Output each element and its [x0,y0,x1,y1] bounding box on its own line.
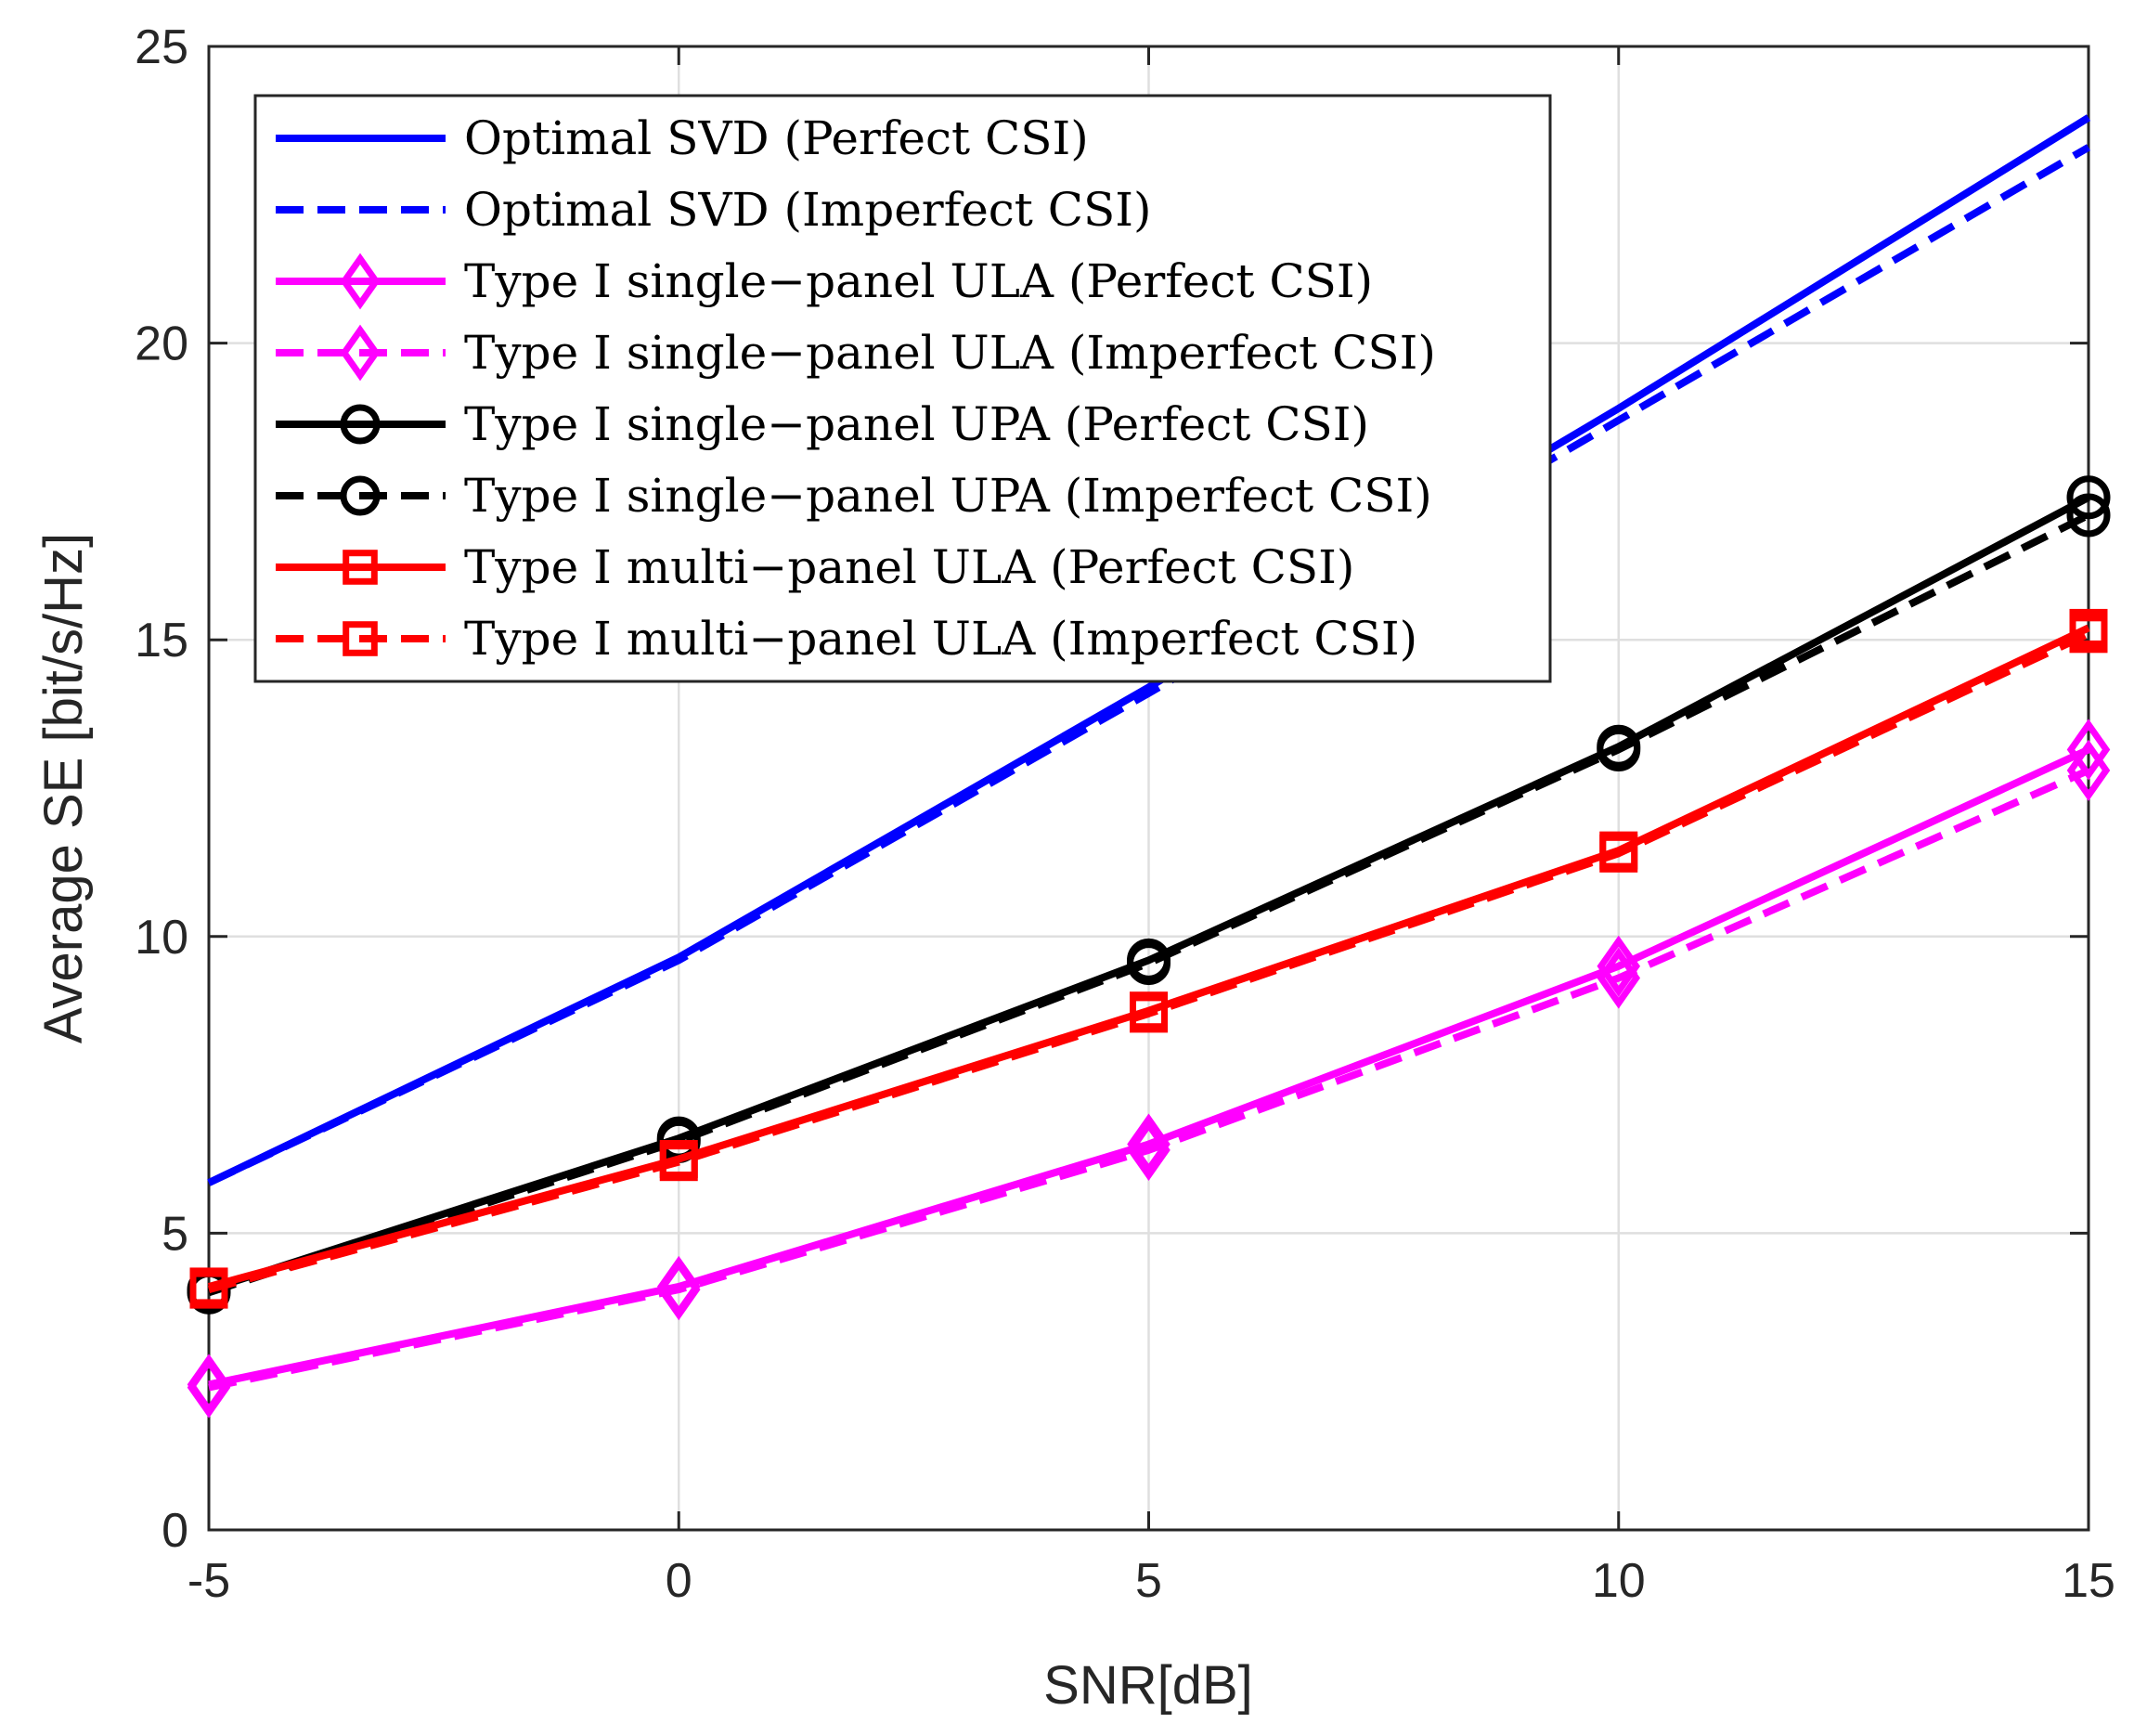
y-tick-label: 10 [135,911,188,965]
series-4 [187,739,2111,1419]
series-line [207,512,2090,1297]
marker-circle [1127,941,1170,986]
y-tick-label: 20 [135,317,188,371]
marker-square [659,1143,698,1182]
series-2 [207,144,2091,1186]
marker-diamond [2066,719,2111,781]
x-tick-label: 5 [1135,1554,1162,1608]
y-axis-label: Average SE [bit/s/Hz] [33,533,94,1043]
y-tick-label: 0 [162,1504,188,1558]
marker-diamond [187,1356,231,1419]
x-axis-label: SNR[dB] [1043,1655,1253,1716]
x-tick-label: 15 [2062,1554,2115,1608]
marker-diamond [1127,1119,1170,1181]
legend-label: Optimal SVD (Imperfect CSI) [464,183,1152,237]
series-line [207,494,2090,1293]
series-group [187,114,2111,1419]
marker-square [343,621,378,656]
marker-square [343,550,378,585]
series-line [207,144,2091,1186]
marker-diamond [2066,739,2111,801]
y-tick-label: 15 [135,614,188,667]
marker-circle [1597,727,1641,771]
legend-item: Optimal SVD (Perfect CSI) [276,111,1089,165]
legend-label: Type I multi−panel ULA (Imperfect CSI) [464,612,1417,666]
legend-label: Type I single−panel UPA (Perfect CSI) [464,397,1369,451]
marker-diamond [656,1259,701,1321]
marker-diamond [340,253,381,310]
marker-square [1130,994,1168,1033]
series-line [207,630,2090,1293]
y-tick-label: 25 [135,20,188,74]
marker-diamond [1597,947,1641,1009]
marker-diamond [1127,1113,1170,1175]
legend-label: Optimal SVD (Perfect CSI) [464,111,1089,165]
marker-diamond [1597,935,1641,997]
marker-circle [340,475,381,516]
legend-item: Optimal SVD (Imperfect CSI) [276,183,1152,237]
x-tick-label: -5 [188,1554,230,1608]
legend-label: Type I single−panel ULA (Perfect CSI) [464,254,1373,308]
legend-item: Type I single−panel ULA (Imperfect CSI) [276,324,1436,382]
legend-item: Type I single−panel UPA (Imperfect CSI) [276,469,1432,523]
marker-square [2069,615,2108,654]
series-line [208,745,2090,1389]
y-tick-label: 5 [162,1207,188,1261]
marker-circle [340,404,381,445]
legend-item: Type I multi−panel ULA (Imperfect CSI) [276,612,1417,666]
legend-item: Type I multi−panel ULA (Perfect CSI) [276,540,1354,594]
marker-circle [2066,493,2111,538]
series-line [208,767,2090,1392]
marker-circle [2066,475,2111,520]
marker-square [1599,834,1638,873]
legend-item: Type I single−panel UPA (Perfect CSI) [276,397,1369,451]
x-tick-label: 10 [1592,1554,1646,1608]
series-8 [189,615,2108,1309]
marker-square [189,1270,228,1309]
x-tick-label: 0 [666,1554,692,1608]
legend-item: Type I single−panel ULA (Perfect CSI) [276,253,1373,310]
axes [207,45,2090,1532]
legend-label: Type I single−panel UPA (Imperfect CSI) [464,469,1432,523]
legend-label: Type I single−panel ULA (Imperfect CSI) [464,326,1436,380]
legend-label: Type I multi−panel ULA (Perfect CSI) [464,540,1354,594]
legend: Optimal SVD (Perfect CSI) Optimal SVD (Im… [253,94,1552,683]
marker-diamond [340,324,381,382]
legend-box [253,94,1552,683]
